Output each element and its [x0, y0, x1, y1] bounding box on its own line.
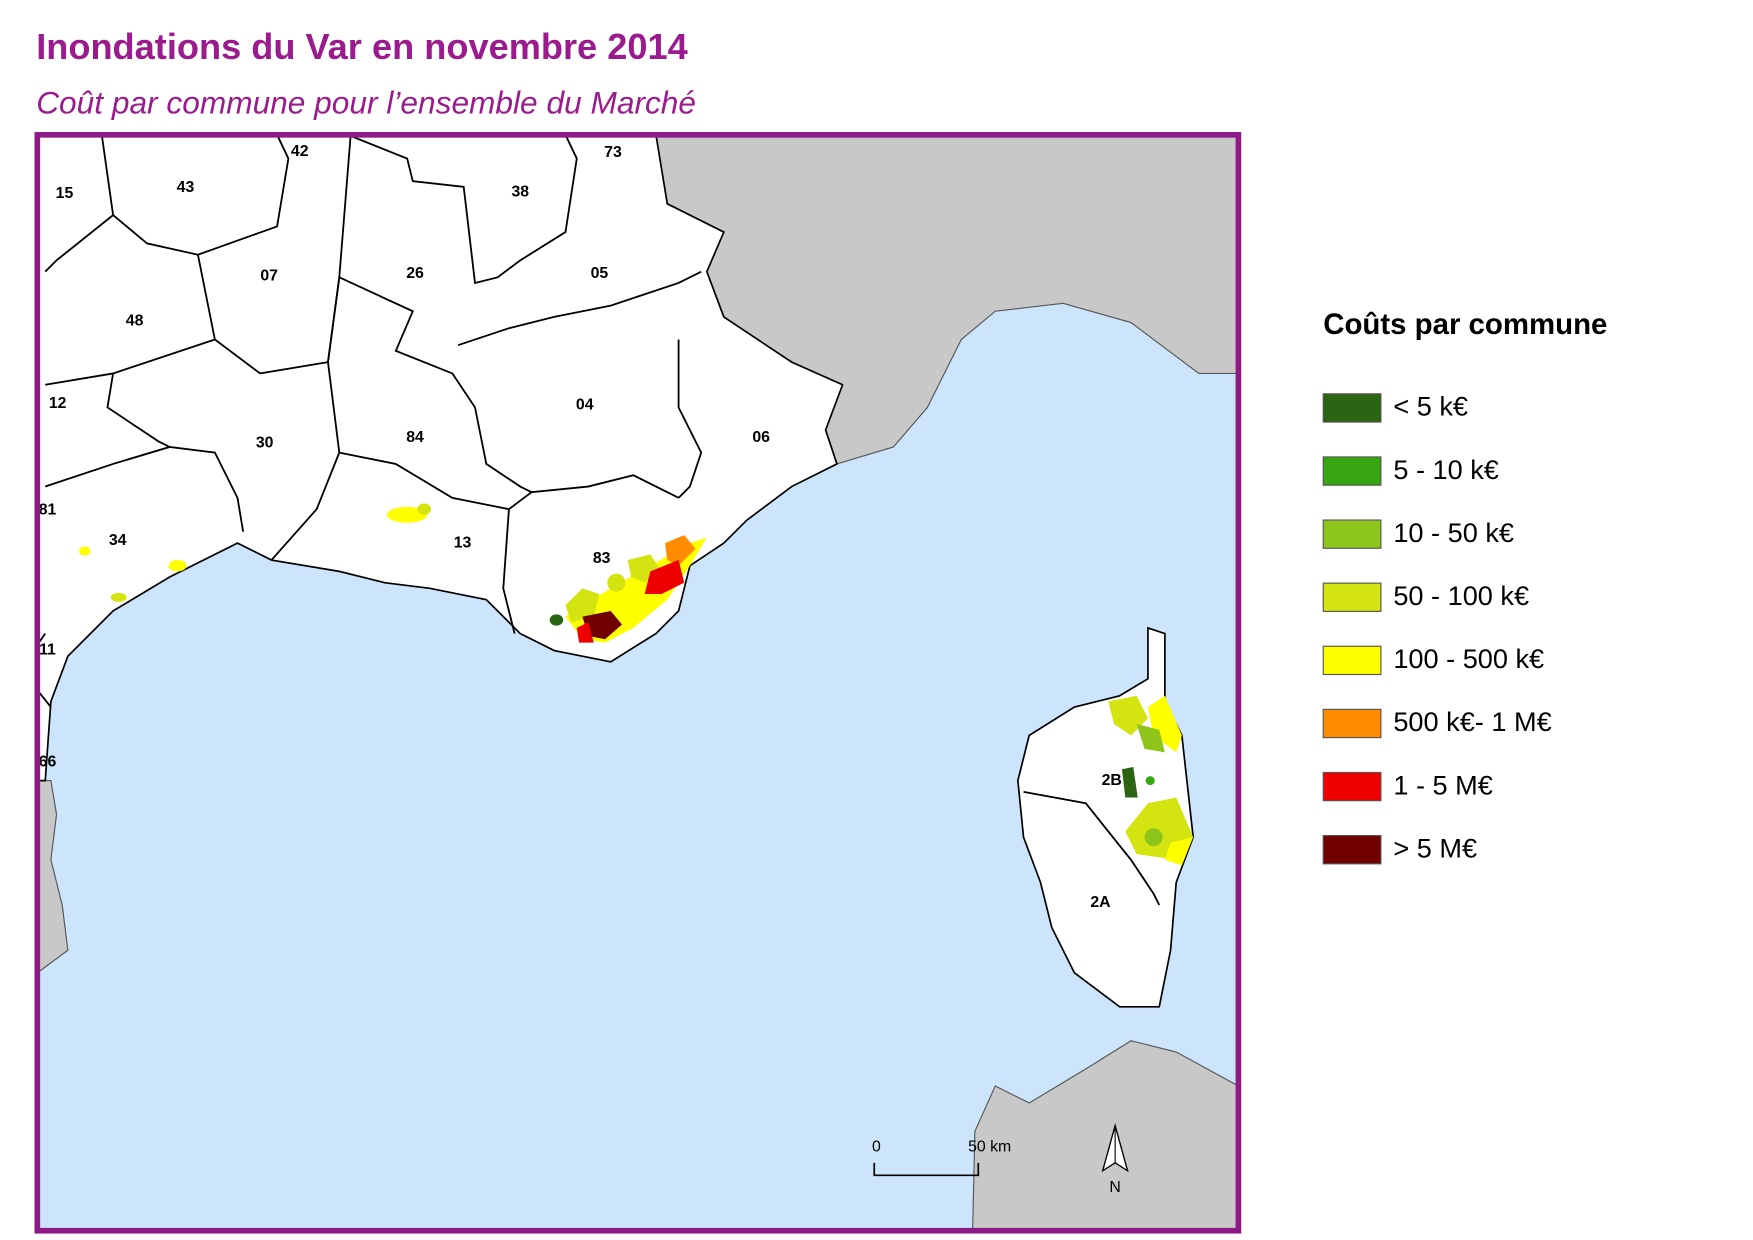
scale-start: 0: [872, 1139, 881, 1156]
scale-bar: 0 50 km: [872, 1139, 1011, 1177]
legend-swatch: [1322, 708, 1382, 739]
dep-label: 15: [56, 185, 74, 202]
commune-area: [1121, 767, 1138, 798]
commune-area: [1164, 837, 1194, 866]
legend-swatch: [1322, 582, 1382, 612]
commune-area: [168, 560, 187, 572]
dep-label: 05: [591, 265, 609, 282]
legend-label: < 5 k€: [1393, 391, 1468, 422]
commune-area: [386, 506, 428, 523]
dep-label: 43: [177, 179, 195, 196]
legend-swatch: [1322, 834, 1382, 865]
commune-area: [644, 560, 685, 594]
commune-area: [417, 503, 431, 515]
dep-label: 12: [49, 395, 67, 412]
commune-area: [1136, 724, 1165, 753]
commune-area: [1145, 776, 1155, 786]
dep-label: 11: [39, 642, 56, 659]
dep-label: 73: [604, 144, 622, 161]
dep-label: 2A: [1090, 894, 1111, 911]
north-arrow: N: [1101, 1122, 1129, 1196]
dep-label: 2B: [1102, 772, 1122, 789]
legend-label: 10 - 50 k€: [1393, 517, 1514, 548]
legend: Coûts par commune < 5 k€ 5 - 10 k€ 10 - 50…: [1322, 308, 1607, 865]
dep-label: 84: [406, 429, 424, 446]
dep-label: 30: [256, 435, 274, 452]
dep-label: 13: [454, 534, 472, 551]
spain: [36, 780, 69, 974]
dep-label: 48: [126, 313, 144, 330]
map: 15 43 42 73 38 07 26 05 48 12 30 84 04 0…: [34, 131, 1242, 1234]
legend-label: 100 - 500 k€: [1393, 643, 1544, 674]
dep-label: 07: [260, 267, 278, 284]
legend-label: 1 - 5 M€: [1393, 769, 1493, 800]
commune-area: [549, 614, 564, 626]
dep-label: 34: [109, 532, 127, 549]
dep-label: 83: [593, 550, 611, 567]
legend-label: 5 - 10 k€: [1393, 454, 1499, 485]
dep-label: 04: [576, 396, 594, 413]
commune-area: [565, 588, 600, 623]
scale-line: [873, 1162, 980, 1177]
legend-swatch: [1322, 519, 1382, 549]
commune-area: [79, 546, 91, 556]
subtitle: Coût par commune pour l’ensemble du Marc…: [36, 84, 696, 120]
legend-swatch: [1322, 393, 1382, 423]
dep-label: 42: [291, 143, 309, 160]
north-label: N: [1109, 1179, 1120, 1196]
legend-title: Coûts par commune: [1323, 308, 1607, 341]
legend-swatch: [1322, 456, 1382, 486]
commune-area: [607, 573, 626, 592]
legend-label: 500 k€- 1 M€: [1393, 706, 1551, 737]
dep-label: 81: [39, 501, 57, 518]
dep-label: 06: [752, 429, 770, 446]
department-borders: [36, 134, 1161, 906]
legend-swatch: [1322, 771, 1382, 802]
commune-area: [665, 535, 696, 566]
legend-swatch: [1322, 645, 1382, 676]
dep-label: 38: [511, 184, 529, 201]
legend-label: 50 - 100 k€: [1393, 580, 1529, 611]
department-labels: 15 43 42 73 38 07 26 05 48 12 30 84 04 0…: [39, 143, 1122, 911]
communes: [79, 503, 1194, 866]
commune-area: [576, 622, 594, 643]
scale-end: 50 km: [968, 1139, 1011, 1156]
map-frame: [34, 131, 1242, 1234]
commune-area: [1147, 695, 1182, 753]
dep-label: 66: [39, 754, 57, 771]
commune-area: [1144, 828, 1163, 847]
title: Inondations du Var en novembre 2014: [36, 26, 688, 67]
legend-label: > 5 M€: [1393, 832, 1477, 863]
dep-label: 26: [406, 265, 424, 282]
commune-area: [110, 592, 127, 602]
commune-area: [582, 610, 623, 640]
